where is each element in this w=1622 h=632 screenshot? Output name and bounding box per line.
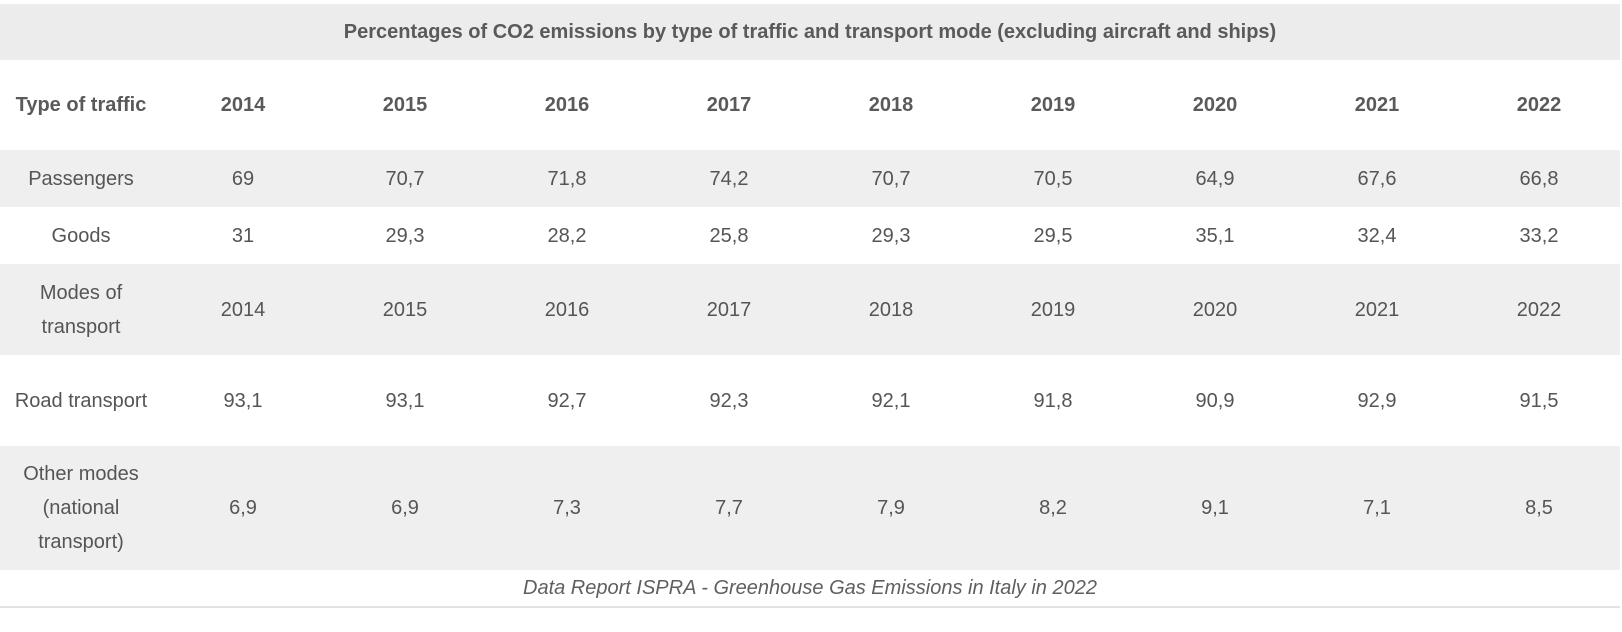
table-cell: 2021 bbox=[1296, 264, 1458, 355]
table-cell: 93,1 bbox=[324, 355, 486, 446]
table-cell: 9,1 bbox=[1134, 446, 1296, 570]
emissions-table: Percentages of CO2 emissions by type of … bbox=[0, 4, 1620, 608]
row-label: Modes of transport bbox=[0, 264, 162, 355]
header-year: 2016 bbox=[486, 60, 648, 150]
table-cell: 2018 bbox=[810, 264, 972, 355]
table-row: Road transport 93,1 93,1 92,7 92,3 92,1 … bbox=[0, 355, 1620, 446]
table-cell: 32,4 bbox=[1296, 207, 1458, 264]
row-label: Passengers bbox=[0, 150, 162, 207]
table-cell: 29,3 bbox=[810, 207, 972, 264]
table-header-row: Type of traffic 2014 2015 2016 2017 2018… bbox=[0, 60, 1620, 150]
table-cell: 67,6 bbox=[1296, 150, 1458, 207]
table-cell: 92,7 bbox=[486, 355, 648, 446]
table-cell: 64,9 bbox=[1134, 150, 1296, 207]
table-cell: 2014 bbox=[162, 264, 324, 355]
table-cell: 92,3 bbox=[648, 355, 810, 446]
table-cell: 2019 bbox=[972, 264, 1134, 355]
row-label: Goods bbox=[0, 207, 162, 264]
table-row: Goods 31 29,3 28,2 25,8 29,3 29,5 35,1 3… bbox=[0, 207, 1620, 264]
table-cell: 35,1 bbox=[1134, 207, 1296, 264]
header-year: 2015 bbox=[324, 60, 486, 150]
table-cell: 29,5 bbox=[972, 207, 1134, 264]
table-cell: 92,1 bbox=[810, 355, 972, 446]
table-cell: 7,1 bbox=[1296, 446, 1458, 570]
header-year: 2021 bbox=[1296, 60, 1458, 150]
header-label: Type of traffic bbox=[0, 60, 162, 150]
table-cell: 91,8 bbox=[972, 355, 1134, 446]
table-cell: 92,9 bbox=[1296, 355, 1458, 446]
table-cell: 25,8 bbox=[648, 207, 810, 264]
header-year: 2019 bbox=[972, 60, 1134, 150]
table-title-row: Percentages of CO2 emissions by type of … bbox=[0, 4, 1620, 60]
header-year: 2020 bbox=[1134, 60, 1296, 150]
table-cell: 74,2 bbox=[648, 150, 810, 207]
table-caption: Data Report ISPRA - Greenhouse Gas Emiss… bbox=[0, 570, 1620, 608]
table-wrapper: Percentages of CO2 emissions by type of … bbox=[0, 4, 1620, 608]
table-cell: 2015 bbox=[324, 264, 486, 355]
table-cell: 8,5 bbox=[1458, 446, 1620, 570]
table-cell: 66,8 bbox=[1458, 150, 1620, 207]
table-title: Percentages of CO2 emissions by type of … bbox=[0, 4, 1620, 60]
table-cell: 91,5 bbox=[1458, 355, 1620, 446]
header-year: 2014 bbox=[162, 60, 324, 150]
table-cell: 8,2 bbox=[972, 446, 1134, 570]
table-row: Modes of transport 2014 2015 2016 2017 2… bbox=[0, 264, 1620, 355]
table-cell: 70,5 bbox=[972, 150, 1134, 207]
table-cell: 6,9 bbox=[162, 446, 324, 570]
table-cell: 31 bbox=[162, 207, 324, 264]
header-year: 2018 bbox=[810, 60, 972, 150]
table-cell: 90,9 bbox=[1134, 355, 1296, 446]
table-cell: 71,8 bbox=[486, 150, 648, 207]
table-cell: 33,2 bbox=[1458, 207, 1620, 264]
table-cell: 7,9 bbox=[810, 446, 972, 570]
table-cell: 7,7 bbox=[648, 446, 810, 570]
table-cell: 69 bbox=[162, 150, 324, 207]
table-row: Passengers 69 70,7 71,8 74,2 70,7 70,5 6… bbox=[0, 150, 1620, 207]
table-cell: 2020 bbox=[1134, 264, 1296, 355]
table-cell: 70,7 bbox=[810, 150, 972, 207]
table-cell: 2016 bbox=[486, 264, 648, 355]
table-cell: 6,9 bbox=[324, 446, 486, 570]
table-cell: 7,3 bbox=[486, 446, 648, 570]
header-year: 2017 bbox=[648, 60, 810, 150]
table-cell: 29,3 bbox=[324, 207, 486, 264]
row-label: Other modes (national transport) bbox=[0, 446, 162, 570]
table-cell: 93,1 bbox=[162, 355, 324, 446]
table-row: Other modes (national transport) 6,9 6,9… bbox=[0, 446, 1620, 570]
table-cell: 28,2 bbox=[486, 207, 648, 264]
row-label: Road transport bbox=[0, 355, 162, 446]
table-cell: 2022 bbox=[1458, 264, 1620, 355]
table-caption-row: Data Report ISPRA - Greenhouse Gas Emiss… bbox=[0, 570, 1620, 608]
table-cell: 2017 bbox=[648, 264, 810, 355]
table-cell: 70,7 bbox=[324, 150, 486, 207]
header-year: 2022 bbox=[1458, 60, 1620, 150]
